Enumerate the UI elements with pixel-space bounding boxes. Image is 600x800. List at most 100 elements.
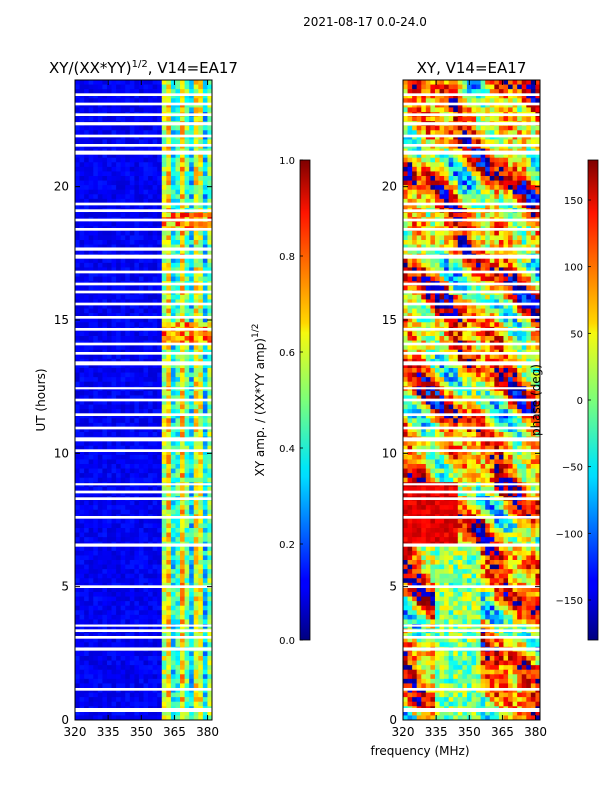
heatmap-cell (143, 180, 149, 186)
heatmap-cell (198, 230, 204, 237)
heatmap-cell (498, 157, 505, 163)
heatmap-cell (148, 299, 154, 305)
heatmap-cell (93, 633, 99, 639)
flagged-time-row (75, 282, 212, 286)
heatmap-cell (120, 596, 126, 602)
heatmap-cell (152, 468, 158, 474)
heatmap-cell (148, 404, 154, 410)
heatmap-cell (175, 656, 181, 662)
heatmap-cell (129, 194, 135, 200)
heatmap-cell (184, 162, 190, 168)
heatmap-cell (102, 473, 108, 479)
heatmap-cell (134, 601, 140, 607)
heatmap-cell (180, 422, 186, 429)
heatmap-cell (134, 619, 140, 625)
heatmap-cell (116, 701, 122, 707)
heatmap-cell (97, 249, 103, 255)
heatmap-cell (84, 194, 90, 200)
heatmap-cell (184, 678, 190, 685)
flagged-time-row (75, 134, 212, 138)
heatmap-cell (157, 390, 163, 397)
heatmap-cell (106, 89, 113, 95)
heatmap-cell (170, 368, 177, 374)
heatmap-cell (88, 532, 94, 538)
heatmap-cell (166, 550, 172, 557)
heatmap-cell (125, 212, 131, 218)
heatmap-cell (184, 107, 190, 113)
heatmap-cell (120, 601, 126, 607)
heatmap-cell (503, 102, 509, 109)
heatmap-cell (421, 176, 427, 182)
heatmap-cell (170, 491, 177, 497)
heatmap-cell (129, 198, 135, 205)
heatmap-cell (184, 249, 190, 255)
heatmap-cell (125, 610, 131, 616)
heatmap-cell (84, 212, 90, 218)
heatmap-cell (138, 395, 145, 401)
heatmap-cell (75, 171, 81, 177)
heatmap-cell (189, 464, 195, 470)
heatmap-cell (166, 642, 172, 648)
heatmap-cell (189, 473, 195, 479)
heatmap-cell (157, 84, 163, 90)
heatmap-cell (189, 669, 195, 675)
heatmap-cell (462, 107, 468, 113)
heatmap-cell (175, 669, 181, 675)
heatmap-cell (148, 258, 154, 264)
heatmap-cell (444, 93, 450, 99)
heatmap-cell (79, 363, 85, 369)
heatmap-cell (193, 185, 199, 191)
heatmap-cell (198, 317, 204, 323)
heatmap-cell (193, 80, 199, 86)
heatmap-cell (152, 550, 158, 557)
heatmap-cell (93, 139, 99, 145)
heatmap-cell (106, 258, 113, 264)
heatmap-cell (198, 368, 204, 374)
heatmap-cell (97, 413, 103, 419)
heatmap-cell (480, 162, 486, 168)
heatmap-cell (202, 198, 209, 205)
heatmap-cell (526, 98, 532, 104)
heatmap-cell (512, 116, 518, 122)
heatmap-cell (125, 249, 131, 255)
heatmap-cell (79, 500, 85, 506)
heatmap-cell (75, 537, 81, 543)
heatmap-cell (125, 665, 131, 671)
heatmap-cell (134, 464, 140, 470)
heatmap-cell (116, 368, 122, 374)
heatmap-cell (193, 560, 199, 566)
heatmap-cell (79, 84, 85, 90)
heatmap-cell (494, 84, 500, 90)
heatmap-cell (180, 189, 186, 195)
heatmap-cell (138, 180, 145, 186)
heatmap-cell (138, 678, 145, 685)
heatmap-cell (102, 153, 108, 159)
amplitude-colorbar-label: XY amp. / (XX*YY amp)1/2 (251, 324, 267, 477)
heatmap-cell (148, 710, 154, 717)
heatmap-cell (189, 299, 195, 305)
heatmap-cell (161, 596, 167, 602)
heatmap-cell (161, 692, 167, 698)
heatmap-cell (148, 491, 154, 497)
heatmap-cell (521, 157, 527, 163)
heatmap-cell (462, 180, 468, 186)
heatmap-cell (512, 162, 518, 168)
heatmap-cell (120, 532, 126, 538)
heatmap-cell (134, 98, 140, 104)
heatmap-cell (106, 537, 113, 543)
heatmap-cell (170, 240, 177, 246)
heatmap-cell (207, 500, 212, 506)
heatmap-cell (189, 409, 195, 415)
heatmap-cell (471, 130, 477, 136)
heatmap-cell (143, 240, 149, 246)
heatmap-cell (161, 710, 167, 717)
heatmap-cell (180, 258, 186, 264)
heatmap-cell (75, 395, 81, 401)
heatmap-cell (152, 441, 158, 447)
heatmap-cell (189, 153, 195, 159)
heatmap-cell (102, 157, 108, 163)
heatmap-cell (106, 509, 113, 515)
heatmap-cell (106, 642, 113, 648)
heatmap-cell (75, 441, 81, 447)
heatmap-cell (170, 422, 177, 429)
